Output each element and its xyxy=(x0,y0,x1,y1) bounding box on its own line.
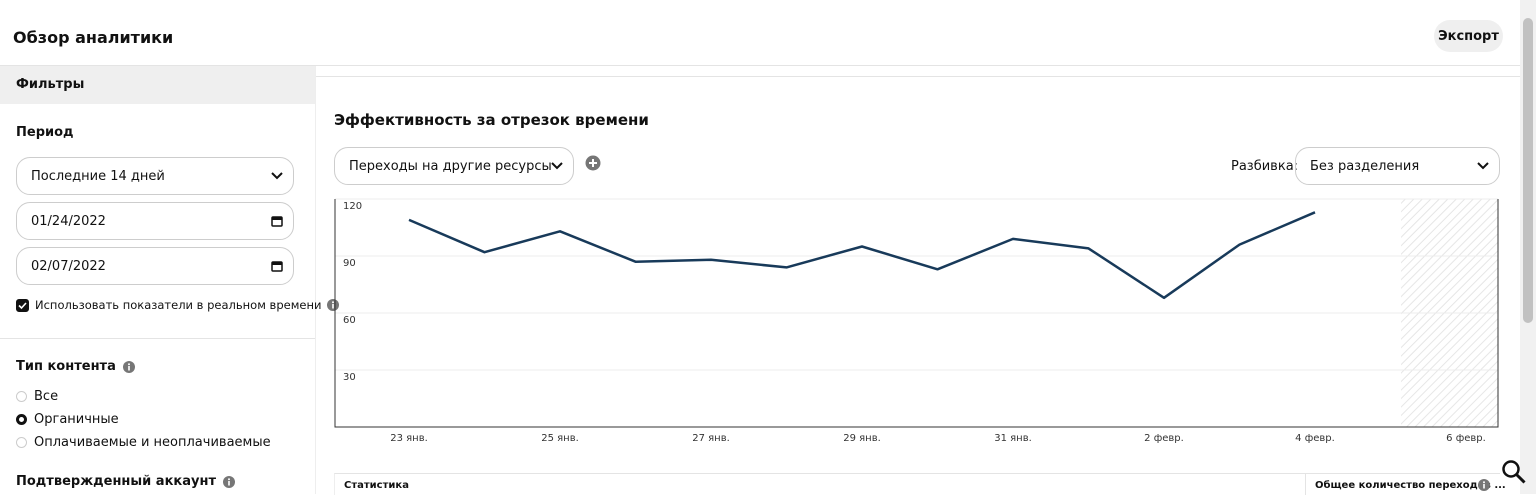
info-icon[interactable] xyxy=(222,475,235,488)
scrollbar[interactable] xyxy=(1520,0,1536,494)
y-tick-label: 120 xyxy=(343,201,362,212)
x-tick-label: 25 янв. xyxy=(541,433,579,444)
chart-title: Эффективность за отрезок времени xyxy=(334,111,649,129)
x-tick-label: 6 февр. xyxy=(1446,433,1486,444)
end-date-value: 02/07/2022 xyxy=(31,258,106,274)
chevron xyxy=(551,162,563,170)
chevron xyxy=(271,172,283,180)
radio-label: Органичные xyxy=(34,412,119,427)
realtime-row: Использовать показатели в реальном време… xyxy=(16,298,340,312)
metric-select[interactable]: Переходы на другие ресурсы xyxy=(334,147,574,185)
x-tick-label: 2 февр. xyxy=(1144,433,1184,444)
info-icon[interactable] xyxy=(122,360,135,373)
start-date[interactable]: 01/24/2022 xyxy=(16,202,294,240)
period-value: Последние 14 дней xyxy=(31,168,165,184)
verified-row: Подтвержденный аккаунт xyxy=(16,474,235,489)
data-line xyxy=(408,211,1316,300)
period-select[interactable]: Последние 14 дней xyxy=(16,157,294,195)
divider xyxy=(0,65,1520,66)
x-tick-label: 29 янв. xyxy=(843,433,881,444)
x-tick-label: 31 янв. xyxy=(994,433,1032,444)
end-date[interactable]: 02/07/2022 xyxy=(16,247,294,285)
content-type-row: Тип контента xyxy=(16,359,135,374)
chevron xyxy=(1477,162,1489,170)
divider xyxy=(315,76,1520,77)
radio-label: Оплачиваемые и неоплачиваемые xyxy=(34,435,271,450)
breakdown-select[interactable]: Без разделения xyxy=(1295,147,1500,185)
breakdown-value: Без разделения xyxy=(1310,158,1420,174)
y-tick-label: 30 xyxy=(343,372,356,383)
info-icon[interactable] xyxy=(327,299,340,311)
stats-table-header: Статистика Общее количество переходов ..… xyxy=(334,473,1506,495)
breakdown-label: Разбивка: xyxy=(1231,159,1299,174)
radio-dot xyxy=(16,391,27,402)
y-tick-label: 90 xyxy=(343,258,356,269)
radio-label: Все xyxy=(34,389,59,404)
realtime-label: Использовать показатели в реальном време… xyxy=(35,298,322,312)
x-tick-label: 27 янв. xyxy=(692,433,730,444)
x-tick-label: 23 янв. xyxy=(390,433,428,444)
add-metric-button[interactable] xyxy=(585,155,601,171)
page-title: Обзор аналитики xyxy=(13,28,174,47)
calendar-icon xyxy=(271,261,283,272)
y-tick-label: 60 xyxy=(343,315,356,326)
calendar-icon xyxy=(271,216,283,227)
search-button[interactable] xyxy=(1500,458,1528,488)
radio-dot xyxy=(16,437,27,448)
divider xyxy=(0,338,315,339)
period-label: Период xyxy=(16,125,74,140)
content-type-label: Тип контента xyxy=(16,359,116,374)
table-header: Статистика xyxy=(344,480,409,491)
divider xyxy=(315,66,316,494)
start-date-value: 01/24/2022 xyxy=(31,213,106,229)
table-header[interactable]: Общее количество переходов ... xyxy=(1315,480,1506,491)
radio-dot xyxy=(16,414,27,425)
radio-option[interactable]: Все xyxy=(16,389,58,404)
chart: 30 60 90 120 23 янв. 25 янв. 27 янв. 29 янв. 31 … xyxy=(334,198,1499,444)
info-icon[interactable] xyxy=(1478,479,1490,491)
radio-option[interactable]: Органичные xyxy=(16,412,119,427)
export-button[interactable]: Экспорт xyxy=(1434,20,1503,52)
realtime-checkbox[interactable] xyxy=(16,298,29,312)
plot-frame xyxy=(334,199,1499,428)
filters-heading: Фильтры xyxy=(0,66,315,104)
radio-option[interactable]: Оплачиваемые и неоплачиваемые xyxy=(16,435,271,450)
metric-value: Переходы на другие ресурсы xyxy=(349,158,552,174)
x-tick-label: 4 февр. xyxy=(1295,433,1335,444)
verified-label: Подтвержденный аккаунт xyxy=(16,474,216,489)
